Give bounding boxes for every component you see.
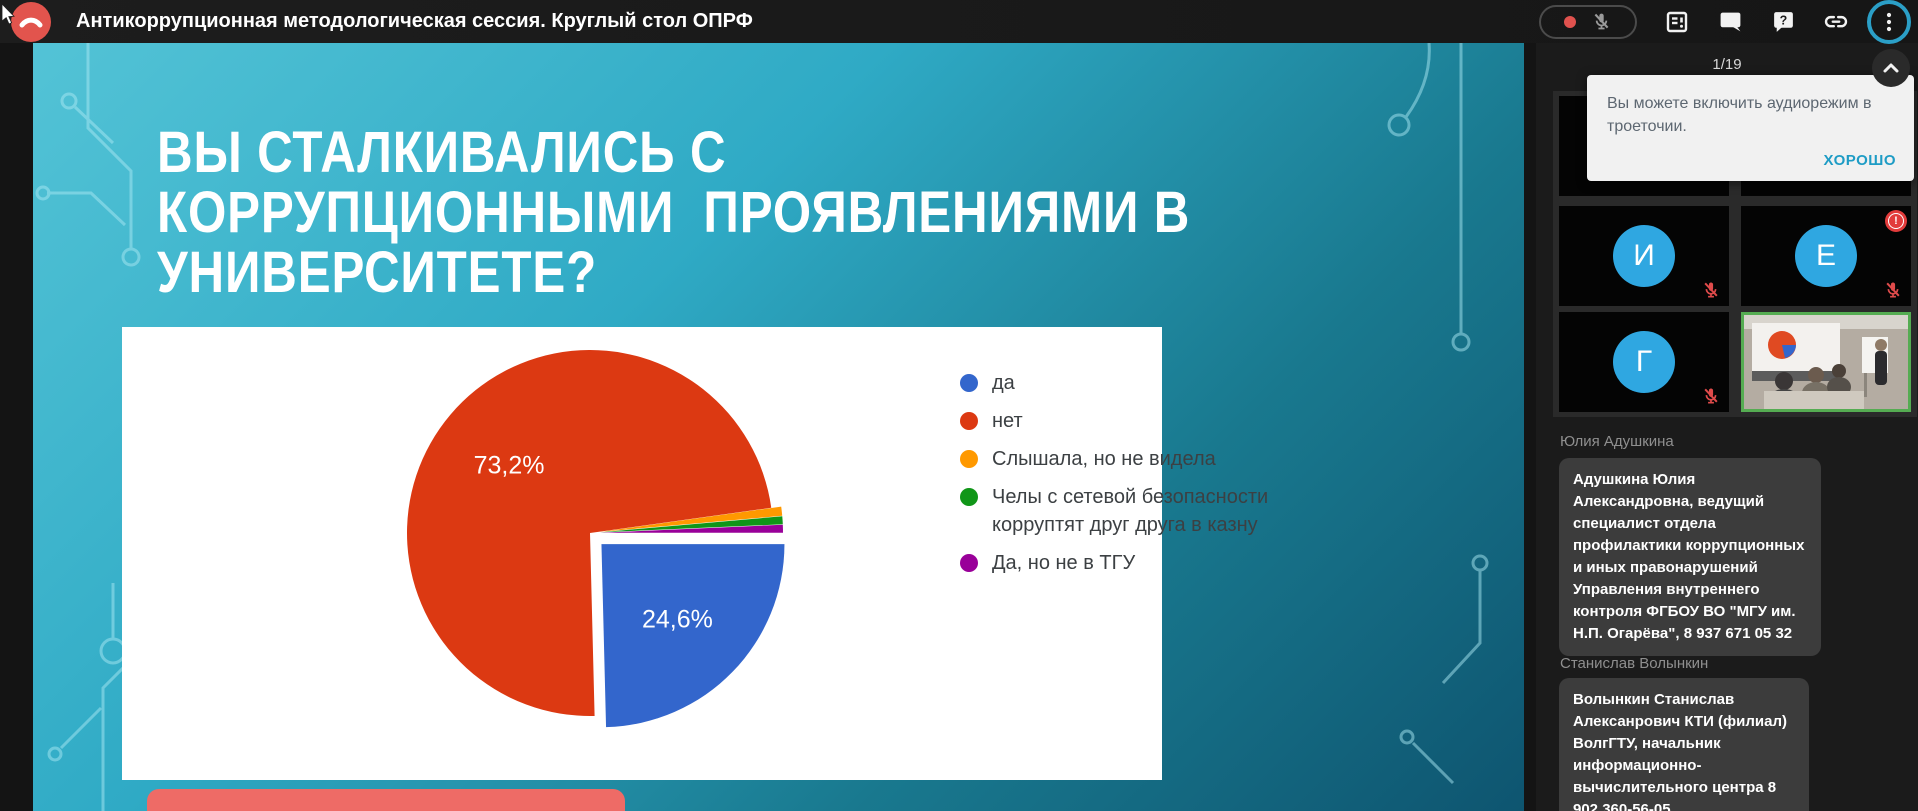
topbar-actions: ? [1539,0,1911,44]
chart-panel: 24,6% 73,2% да нет Слышала, но не видела Чел… [122,327,1268,780]
participant-tile-e[interactable]: Е ! [1741,206,1911,306]
chat-button[interactable] [1717,9,1743,35]
participants-pager: 1/19 [1712,56,1742,73]
tooltip-ok-button[interactable]: ХОРОШО [1823,152,1896,169]
svg-text:?: ? [1779,14,1787,28]
tooltip-text: Вы можете включить аудиорежим в троеточи… [1607,95,1872,135]
legend-label: Слышала, но не видела [992,448,1216,470]
legend-label: Челы с сетевой безопасности корруптят др… [992,486,1269,536]
record-icon [1564,15,1576,28]
participants-panel: 1/19 И Е ! Г [1536,43,1918,811]
pie-slice-4 [599,524,783,533]
chat-author: Юлия Адушкина [1560,433,1674,450]
mic-muted-icon [1704,388,1718,404]
mic-muted-icon [1886,282,1900,298]
legend-item: Слышала, но не видела [960,445,1280,473]
copy-link-button[interactable] [1823,9,1849,35]
help-button[interactable]: ? [1770,9,1796,35]
legend-dot [960,450,978,468]
notes-icon [1666,11,1688,32]
legend-label: Да, но не в ТГУ [992,552,1136,574]
notes-button[interactable] [1664,9,1690,35]
pie-slice-0 [601,544,785,728]
legend-dot [960,488,978,506]
legend-dot [960,554,978,572]
meeting-title: Антикоррупционная методологическая сесси… [76,10,753,32]
avatar: Г [1613,331,1675,393]
pie-chart: 24,6% 73,2% [406,349,785,728]
legend-item: Челы с сетевой безопасности корруптят др… [960,483,1280,539]
participant-tile-i[interactable]: И [1559,206,1729,306]
topbar: Антикоррупционная методологическая сесси… [0,0,1918,44]
legend-item: Да, но не в ТГУ [960,549,1280,577]
more-menu-button[interactable] [1867,0,1911,44]
pie-slice-3 [599,516,783,533]
recording-status[interactable] [1539,4,1637,39]
focus-ring [1867,0,1911,44]
legend-dot [960,374,978,392]
video-thumbnail [1744,315,1908,409]
mic-muted-icon [1704,282,1718,298]
chat-icon [1720,12,1740,32]
participant-tile-g[interactable]: Г [1559,312,1729,412]
audio-mode-tooltip: Вы можете включить аудиорежим в троеточи… [1587,75,1914,181]
pie-slice-label: 24,6% [642,605,713,633]
legend-item: нет [960,407,1280,435]
pie-slice-label: 73,2% [474,451,545,479]
chat-message: Адушкина Юлия Александровна, ведущий спе… [1559,458,1821,656]
legend-item: да [960,369,1280,397]
pie-slice-2 [599,506,783,532]
chat-author: Станислав Волынкин [1560,655,1709,672]
collapse-panel-button[interactable] [1872,49,1910,87]
help-icon: ? [1773,12,1793,32]
chart-legend: да нет Слышала, но не видела Челы с сетевой… [960,369,1280,577]
chat-message: Волынкин Станислав Алексанрович КТИ (фил… [1559,678,1809,811]
connection-warning-badge: ! [1885,210,1907,232]
avatar: Е [1795,225,1857,287]
slide-title: ВЫ СТАЛКИВАЛИСЬ С КОРРУПЦИОННЫМИ ПРОЯВЛЕ… [157,120,1191,305]
mic-muted-icon [1594,13,1609,30]
chevron-up-icon [1883,63,1899,73]
legend-label: да [992,372,1015,394]
slide-bottom-accent-bar [147,789,625,811]
shared-screen-slide: ВЫ СТАЛКИВАЛИСЬ С КОРРУПЦИОННЫМИ ПРОЯВЛЕ… [33,43,1524,811]
hang-up-button[interactable] [11,1,51,42]
avatar: И [1613,225,1675,287]
participant-video-tile[interactable] [1741,312,1911,412]
legend-dot [960,412,978,430]
legend-label: нет [992,410,1023,432]
pie-slice-1 [406,349,772,717]
hang-up-phone-icon [19,17,43,27]
link-icon [1824,15,1848,27]
